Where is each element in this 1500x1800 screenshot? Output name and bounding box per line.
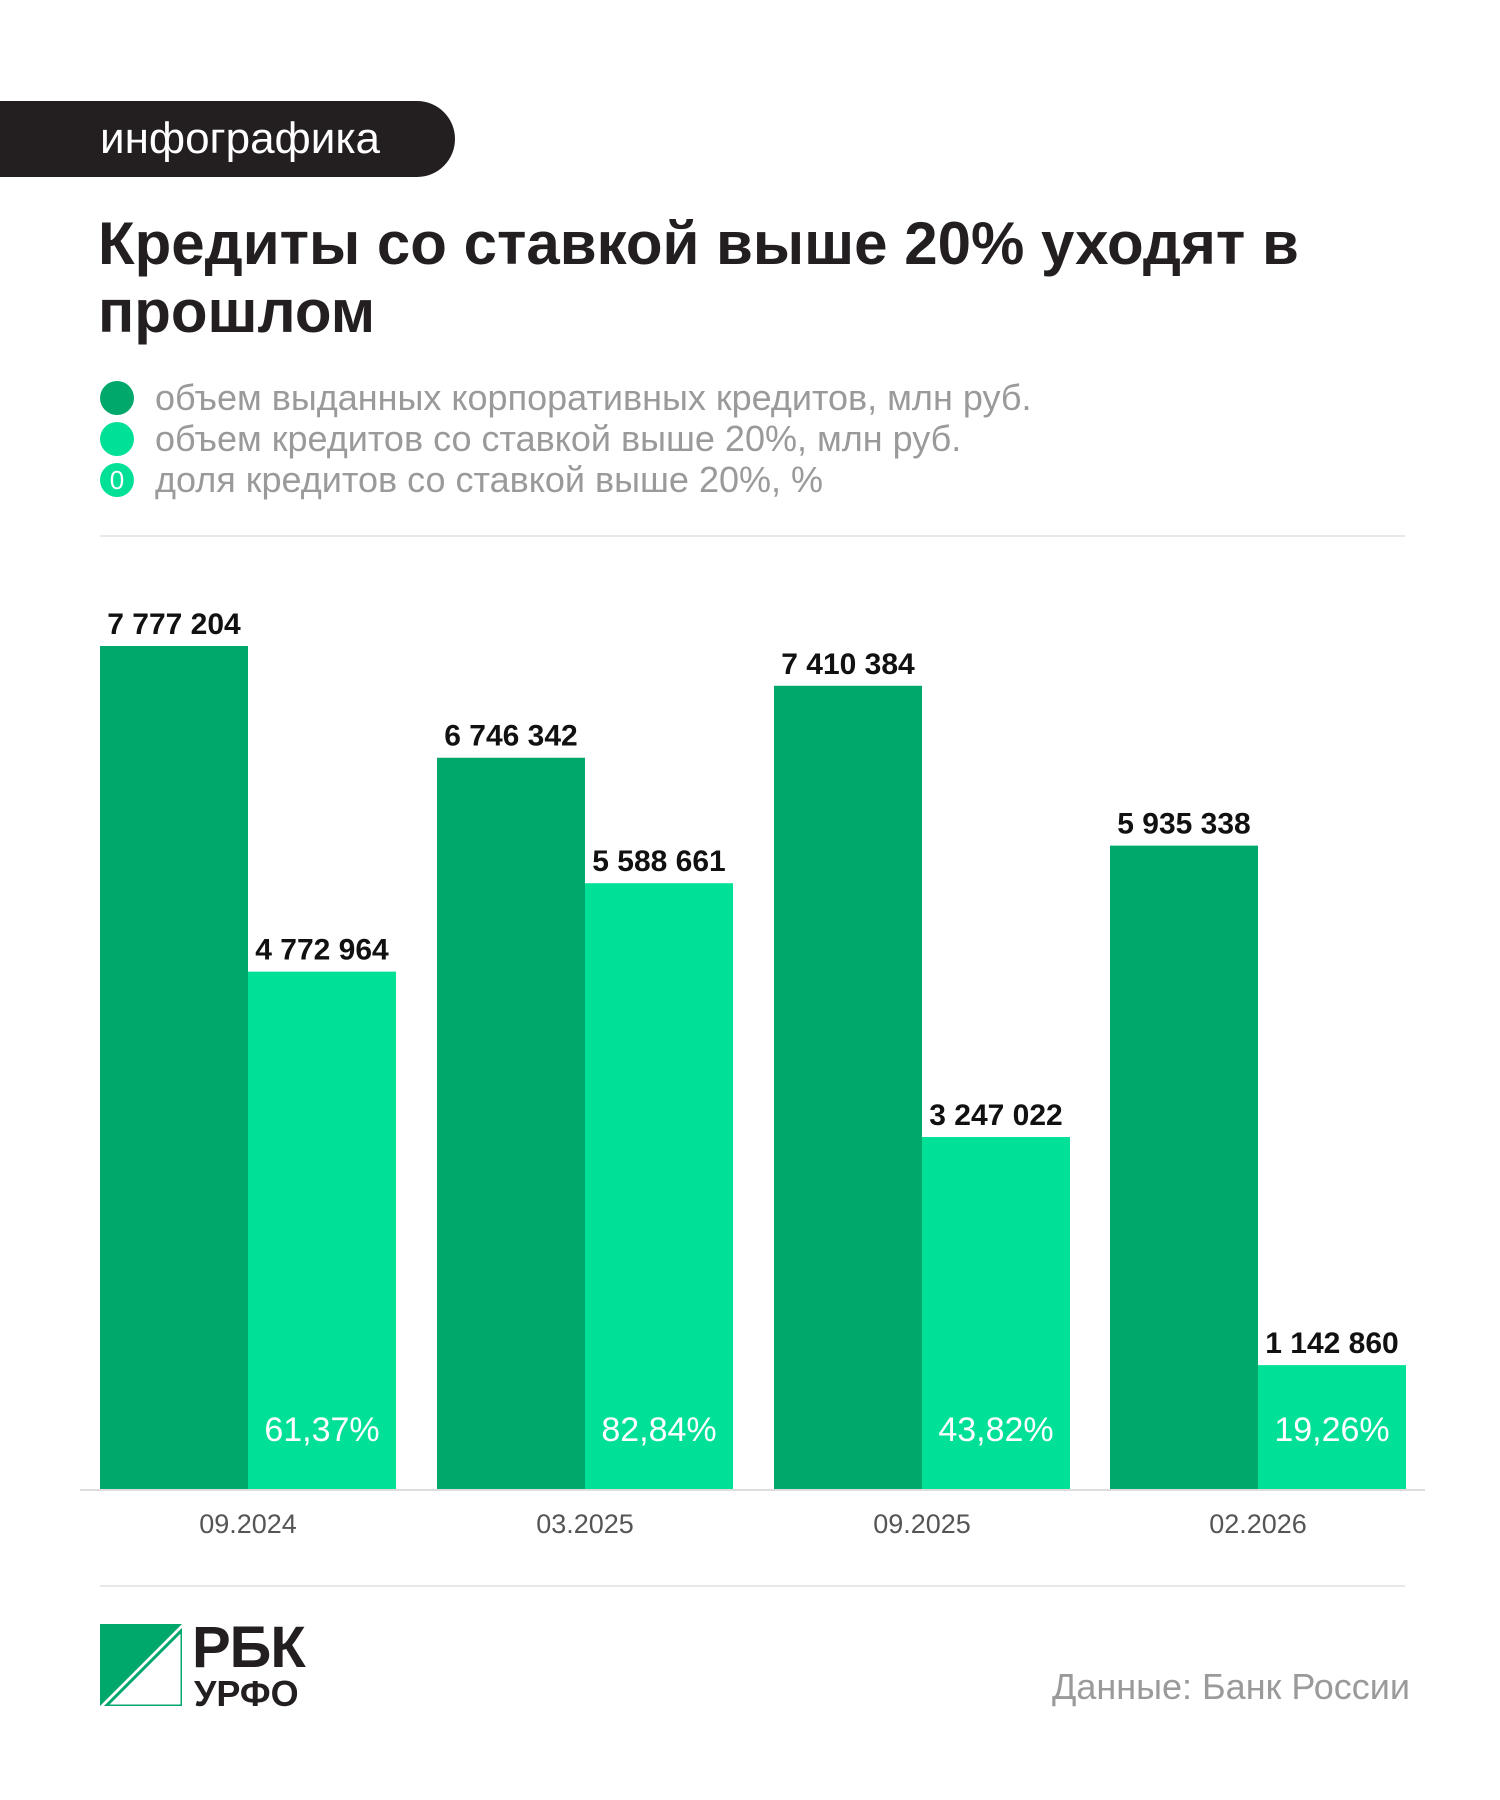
x-tick-label-3: 02.2026 xyxy=(1209,1509,1307,1539)
data-source: Данные: Банк России xyxy=(1051,1666,1410,1707)
bottom-divider xyxy=(100,1585,1405,1587)
share-label-0: 61,37% xyxy=(264,1411,379,1449)
value-label-total-0: 7 777 204 xyxy=(107,608,241,641)
legend-label-total: объем выданных корпоративных кредитов, м… xyxy=(155,377,1032,418)
x-axis-line xyxy=(80,1489,1425,1491)
bar-high-rate-1 xyxy=(585,883,733,1489)
logo: РБК УРФО xyxy=(100,1616,340,1714)
infographic-tag: инфографика xyxy=(0,101,455,177)
bar-high-rate-0 xyxy=(248,971,396,1489)
bar-total-3 xyxy=(1110,845,1258,1489)
bar-total-2 xyxy=(774,685,922,1489)
share-label-1: 82,84% xyxy=(601,1411,716,1449)
chart-title: Кредиты со ставкой выше 20% уходят в про… xyxy=(98,210,1299,345)
logo-subtitle: УРФО xyxy=(194,1673,299,1714)
legend-swatch-total xyxy=(100,381,134,415)
value-label-high-rate-3: 1 142 860 xyxy=(1265,1327,1398,1360)
legend-swatch-high-rate xyxy=(100,422,134,456)
share-label-3: 19,26% xyxy=(1274,1411,1389,1449)
value-label-total-2: 7 410 384 xyxy=(781,648,915,681)
legend-label-share: доля кредитов со ставкой выше 20%, % xyxy=(155,459,824,500)
value-label-total-1: 6 746 342 xyxy=(444,720,577,753)
top-divider xyxy=(100,535,1405,537)
value-label-total-3: 5 935 338 xyxy=(1117,808,1250,841)
x-tick-label-1: 03.2025 xyxy=(536,1509,634,1539)
bar-chart: 7 777 204 4 772 964 61,37% 09.2024 6 746 342… xyxy=(100,608,1406,1539)
logo-name: РБК xyxy=(192,1615,306,1680)
bar-total-1 xyxy=(437,757,585,1489)
legend-label-high-rate: объем кредитов со ставкой выше 20%, млн … xyxy=(155,418,962,459)
value-label-high-rate-2: 3 247 022 xyxy=(929,1099,1062,1132)
bar-total-0 xyxy=(100,646,248,1489)
legend-swatch-share: 0 xyxy=(100,463,134,497)
logo-mark-icon xyxy=(100,1624,182,1706)
bar-high-rate-3 xyxy=(1258,1365,1406,1489)
x-tick-label-2: 09.2025 xyxy=(873,1509,971,1539)
value-label-high-rate-1: 5 588 661 xyxy=(592,845,725,878)
x-tick-label-0: 09.2024 xyxy=(199,1509,297,1539)
value-label-high-rate-0: 4 772 964 xyxy=(255,934,389,967)
bar-high-rate-2 xyxy=(922,1137,1070,1489)
share-label-2: 43,82% xyxy=(938,1411,1053,1449)
